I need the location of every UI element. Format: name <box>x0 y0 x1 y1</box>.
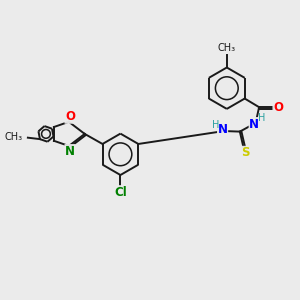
Text: H: H <box>212 120 220 130</box>
Text: N: N <box>249 118 259 130</box>
Text: N: N <box>218 123 228 136</box>
Text: CH₃: CH₃ <box>4 131 23 142</box>
Text: CH₃: CH₃ <box>218 43 236 53</box>
Text: H: H <box>258 113 265 123</box>
Text: O: O <box>273 101 283 114</box>
Text: S: S <box>241 146 249 159</box>
Text: Cl: Cl <box>114 186 127 199</box>
Text: N: N <box>65 145 75 158</box>
Text: O: O <box>65 110 75 123</box>
